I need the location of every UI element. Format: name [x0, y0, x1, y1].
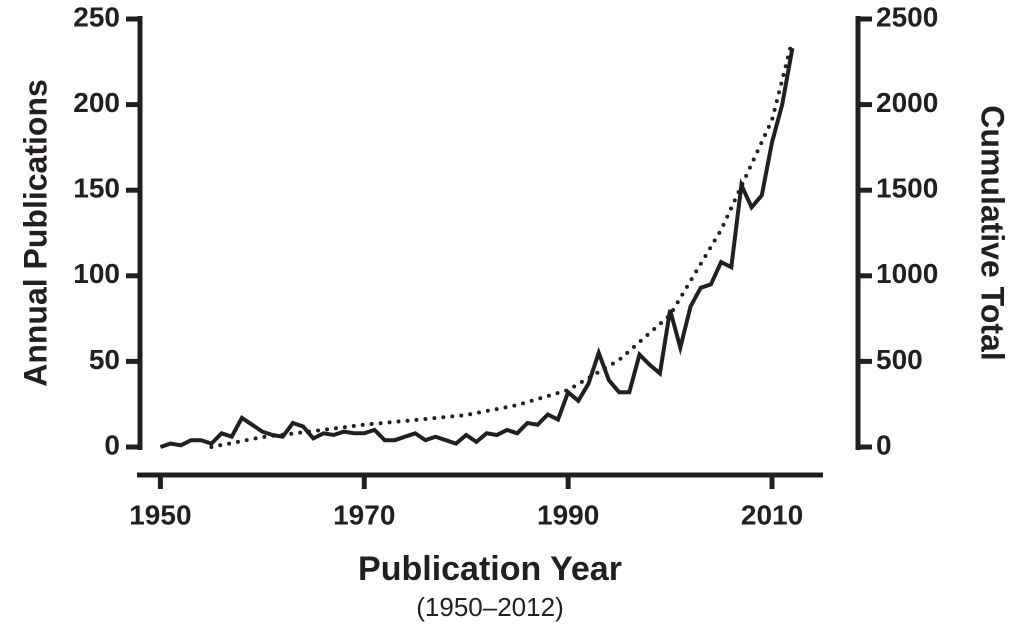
- y-tick-label: 100: [73, 258, 120, 289]
- y-tick-label: 150: [73, 173, 120, 204]
- y2-tick-label: 1500: [876, 173, 938, 204]
- y2-tick-label: 500: [876, 344, 923, 375]
- subtitle: (1950–2012): [416, 592, 563, 622]
- x-axis-label: Publication Year: [358, 550, 622, 588]
- y2-tick-label: 2500: [876, 1, 938, 32]
- y2-tick-label: 0: [876, 429, 892, 460]
- y-axis-label: Annual Publications: [17, 79, 53, 387]
- y-tick-label: 250: [73, 1, 120, 32]
- x-tick-label: 1950: [129, 499, 191, 530]
- y-tick-label: 0: [104, 429, 120, 460]
- y2-tick-label: 1000: [876, 258, 938, 289]
- y2-tick-label: 2000: [876, 87, 938, 118]
- y-tick-label: 200: [73, 87, 120, 118]
- x-tick-label: 1990: [537, 499, 599, 530]
- trend-line: [209, 38, 795, 449]
- data-line: [159, 47, 795, 449]
- y-tick-label: 50: [89, 344, 120, 375]
- x-tick-label: 1970: [333, 499, 395, 530]
- y2-axis-label: Cumulative Total: [975, 105, 1011, 360]
- x-tick-label: 2010: [741, 499, 803, 530]
